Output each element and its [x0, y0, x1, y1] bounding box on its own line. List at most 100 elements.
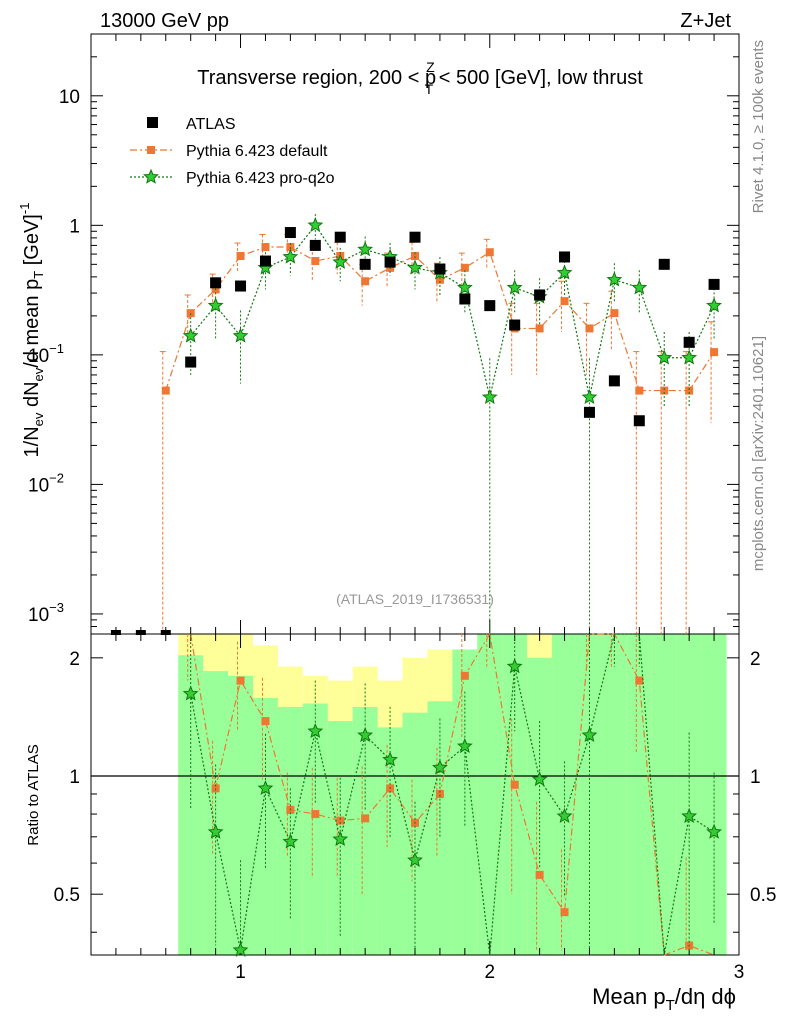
y-tick-label-main: 1	[69, 216, 80, 237]
point-proq2o	[481, 388, 498, 405]
ratio-point-proq2o	[357, 727, 374, 742]
band-green-bin	[626, 634, 652, 955]
point-atlas	[235, 280, 247, 292]
point-atlas	[484, 300, 496, 312]
point-atlas	[559, 251, 571, 263]
point-atlas	[658, 258, 670, 270]
header-left: 13000 GeV pp	[100, 10, 229, 32]
ratio-point-default	[510, 780, 519, 789]
ratio-point-proq2o	[257, 780, 274, 796]
y-tick-label-ratio-right: 2	[750, 649, 761, 670]
ratio-point-default	[460, 671, 469, 680]
ratio-point-default	[311, 810, 320, 819]
point-proq2o	[407, 259, 423, 275]
ratio-point-default	[535, 870, 544, 879]
point-atlas	[210, 277, 222, 289]
point-proq2o	[631, 279, 648, 295]
plot-title: Transverse region, 200 < pZ T < 500 [GeV]…	[197, 59, 643, 97]
analysis-watermark: (ATLAS_2019_I1736531)	[336, 591, 494, 607]
x-tick-label: 2	[484, 962, 495, 983]
point-atlas	[309, 239, 321, 251]
point-proq2o	[556, 264, 573, 280]
point-atlas-underflow	[135, 630, 146, 635]
header-right: Z+Jet	[680, 10, 731, 32]
legend-label-proq2o: Pythia 6.423 pro-q2o	[186, 170, 335, 187]
ratio-point-proq2o	[282, 833, 299, 849]
point-atlas	[409, 231, 421, 243]
band-green-bin	[601, 634, 627, 955]
y-tick-label-ratio-right: 1	[750, 767, 761, 788]
point-proq2o	[282, 248, 299, 264]
point-default	[411, 251, 419, 260]
point-atlas	[284, 227, 296, 239]
point-proq2o	[706, 297, 722, 313]
point-atlas-underflow	[110, 630, 121, 635]
ratio-point-proq2o	[407, 852, 423, 867]
band-green-bin	[452, 649, 478, 955]
point-atlas	[608, 375, 620, 387]
ratio-uncertainty-bands	[178, 634, 727, 955]
ratio-point-default	[336, 816, 345, 825]
ratio-point-proq2o	[456, 737, 473, 754]
point-atlas	[185, 356, 197, 368]
ratio-point-proq2o	[182, 685, 199, 701]
point-proq2o	[207, 297, 224, 313]
point-proq2o	[307, 216, 324, 233]
x-axis-label: Mean pT/dη dϕ	[592, 984, 736, 1014]
y-tick-label-main: 10−3	[28, 600, 64, 626]
ratio-point-proq2o	[232, 941, 249, 957]
point-default	[261, 243, 270, 252]
point-default	[710, 348, 719, 357]
x-tick-label: 1	[235, 962, 246, 983]
ratio-point-proq2o	[681, 807, 698, 823]
point-default	[161, 386, 170, 395]
point-atlas	[708, 278, 720, 290]
ratio-point-proq2o	[531, 771, 548, 787]
band-green-bin	[477, 634, 503, 955]
legend-label-default: Pythia 6.423 default	[186, 143, 328, 160]
point-default	[435, 275, 444, 284]
point-atlas	[509, 319, 521, 331]
ratio-point-proq2o	[706, 823, 722, 839]
ratio-point-proq2o	[581, 727, 598, 742]
ratio-point-proq2o	[307, 723, 324, 738]
x-tick-label: 3	[734, 962, 745, 983]
band-green-bin	[377, 727, 403, 955]
y-tick-label-main: 10−2	[28, 470, 64, 496]
ratio-point-default	[560, 908, 569, 917]
point-atlas	[434, 263, 446, 275]
point-default	[311, 257, 320, 266]
point-proq2o	[182, 327, 199, 343]
point-default	[485, 248, 494, 257]
ratio-series	[182, 632, 722, 957]
point-default	[635, 386, 644, 395]
legend-marker-atlas	[147, 117, 158, 128]
ratio-point-default	[361, 814, 370, 823]
series-line-proq2o	[190, 224, 715, 398]
point-atlas-underflow	[160, 630, 171, 635]
point-atlas	[633, 415, 645, 427]
point-atlas	[259, 255, 271, 267]
point-proq2o	[656, 349, 673, 365]
y-axis-label-ratio: Ratio to ATLAS	[25, 744, 42, 845]
point-proq2o	[232, 327, 249, 343]
point-proq2o	[681, 349, 698, 365]
point-atlas	[359, 258, 371, 270]
y-tick-label-ratio: 0.5	[54, 885, 80, 906]
ratio-point-proq2o	[432, 759, 448, 775]
point-proq2o	[357, 241, 374, 257]
main-series	[110, 214, 722, 635]
rivet-label: Rivet 4.1.0, ≥ 100k events	[750, 40, 767, 213]
point-proq2o	[606, 271, 623, 287]
point-default	[610, 309, 619, 318]
point-default	[535, 324, 544, 333]
point-default	[660, 386, 669, 395]
point-proq2o	[506, 279, 523, 295]
ratio-point-default	[261, 717, 270, 726]
point-proq2o	[456, 279, 473, 295]
y-tick-label-exp: −1	[49, 341, 64, 356]
ratio-point-proq2o	[382, 751, 398, 767]
band-green-bin	[651, 634, 677, 955]
